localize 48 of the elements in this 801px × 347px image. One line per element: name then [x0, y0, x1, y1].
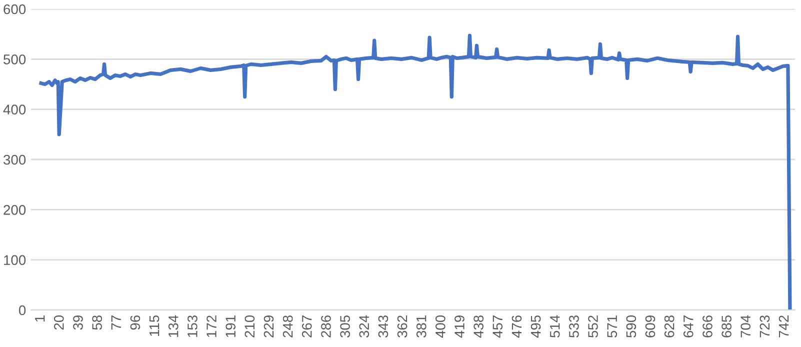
x-tick-label: 191 — [226, 316, 236, 337]
x-tick-label: 20 — [54, 315, 64, 330]
x-tick-label: 647 — [683, 316, 694, 338]
x-tick-label: 77 — [111, 316, 121, 330]
x-tick-label: 286 — [321, 315, 331, 338]
x-tick-label: 400 — [436, 315, 446, 338]
x-tick-label: 96 — [130, 315, 140, 330]
x-tick-label: 229 — [264, 316, 274, 338]
x-tick-label: 267 — [302, 316, 312, 338]
x-tick-label: 39 — [73, 316, 83, 330]
x-tick-label: 552 — [588, 316, 598, 338]
y-tick-label: 0 — [18, 305, 26, 316]
x-tick-label: 419 — [454, 316, 464, 338]
x-tick-label: 609 — [645, 316, 656, 338]
x-tick-label: 685 — [722, 315, 732, 338]
x-tick-label: 571 — [607, 316, 618, 338]
y-tick-label: 400 — [3, 104, 26, 115]
x-tick-label: 723 — [760, 315, 770, 338]
x-tick-label: 476 — [512, 315, 522, 338]
y-tick-label: 300 — [4, 154, 26, 165]
x-tick-label: 172 — [206, 316, 216, 337]
x-tick-label: 115 — [150, 315, 160, 336]
x-tick-label: 742 — [778, 316, 789, 338]
x-tick-label: 343 — [378, 315, 388, 338]
line-series — [39, 34, 792, 310]
x-tick-label: 533 — [569, 315, 579, 338]
x-tick-label: 666 — [702, 315, 712, 338]
x-tick-label: 1 — [35, 316, 45, 322]
x-tick-label: 58 — [92, 315, 102, 330]
y-tick-label: 500 — [4, 54, 26, 64]
y-tick-label: 200 — [4, 205, 26, 215]
x-tick-label: 628 — [664, 315, 674, 338]
y-tick-label: 600 — [4, 4, 26, 14]
x-tick-label: 438 — [474, 315, 484, 338]
x-tick-label: 362 — [397, 316, 408, 338]
y-tick-label: 100 — [4, 255, 26, 266]
x-tick-label: 495 — [530, 315, 541, 338]
x-tick-label: 381 — [416, 316, 426, 338]
x-tick-label: 324 — [359, 315, 370, 338]
x-tick-label: 248 — [282, 315, 293, 338]
x-tick-label: 134 — [168, 315, 178, 337]
x-tick-label: 514 — [550, 315, 560, 338]
x-tick-label: 704 — [740, 315, 751, 338]
x-tick-label: 457 — [492, 316, 503, 338]
x-tick-label: 590 — [626, 315, 636, 338]
x-tick-label: 305 — [340, 315, 350, 338]
x-tick-label: 153 — [188, 315, 198, 337]
x-tick-label: 210 — [244, 315, 255, 338]
